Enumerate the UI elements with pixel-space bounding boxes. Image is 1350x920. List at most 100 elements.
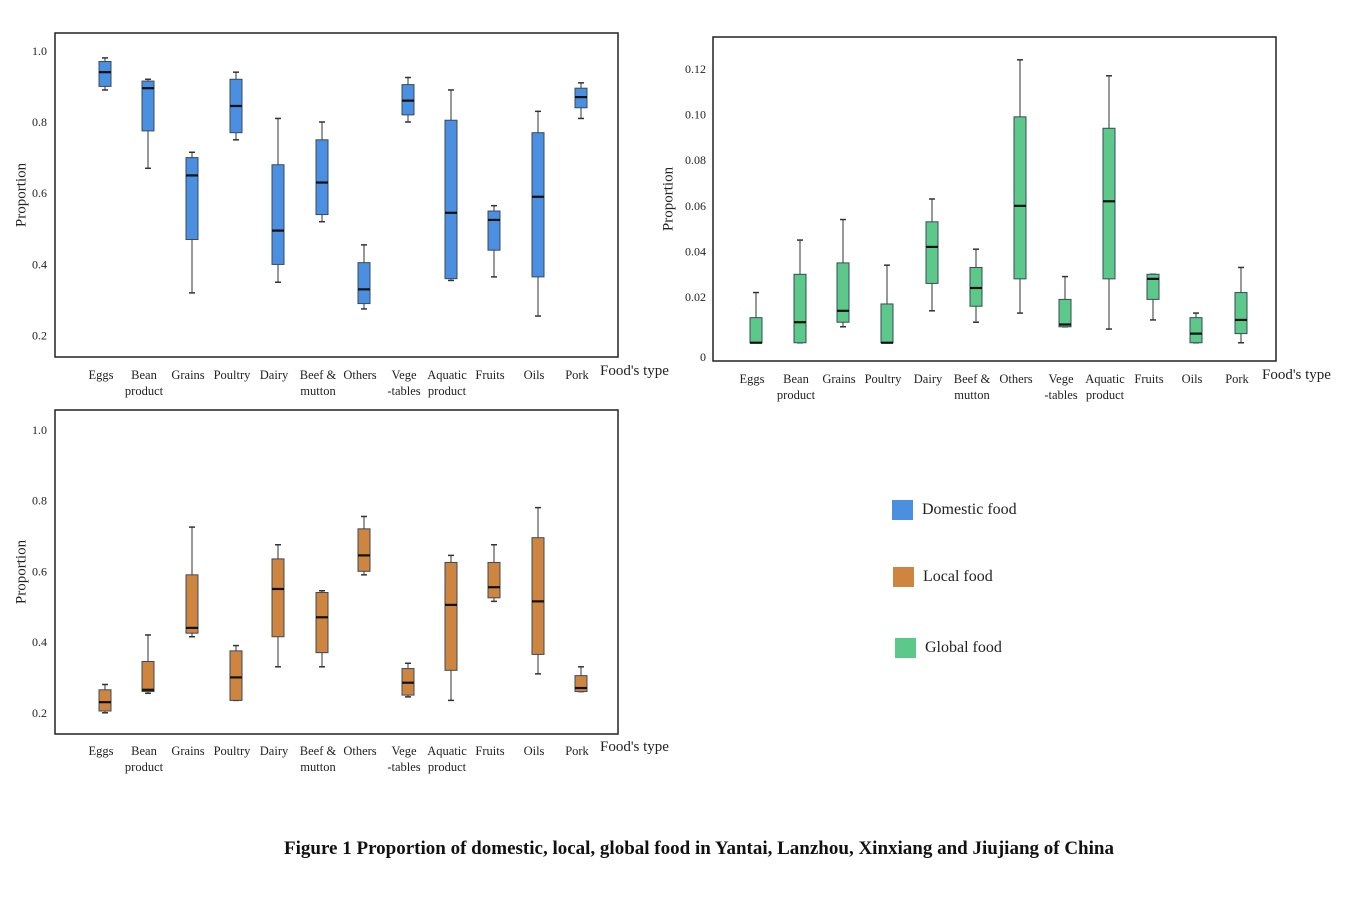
box-undefined xyxy=(1146,273,1160,300)
x-tick-label: Pork xyxy=(565,744,589,758)
x-tick-label: Beef & xyxy=(954,372,991,386)
x-tick-label: Beef & xyxy=(300,744,337,758)
y-tick-label: 1.0 xyxy=(32,423,47,437)
x-tick-label: product xyxy=(1086,388,1125,402)
y-axis-label: Proportion xyxy=(13,162,29,227)
y-tick-label: 0.8 xyxy=(32,494,47,508)
x-tick-label: Pork xyxy=(1225,372,1249,386)
x-axis-label: Food's type xyxy=(600,363,669,379)
x-tick-label: Aquatic xyxy=(1085,372,1125,386)
box-undefined xyxy=(98,60,112,87)
x-tick-label: -tables xyxy=(1044,388,1077,402)
x-tick-label: Bean xyxy=(783,372,809,386)
y-axis-label: Proportion xyxy=(660,166,676,231)
x-axis-label: Food's type xyxy=(600,739,669,755)
x-tick-label: product xyxy=(428,760,467,774)
box-undefined xyxy=(185,157,199,241)
box-undefined xyxy=(880,303,894,344)
box-undefined xyxy=(1013,116,1027,280)
box-undefined xyxy=(357,262,371,305)
box-undefined xyxy=(444,119,458,280)
legend-label: Domestic food xyxy=(922,501,1017,518)
x-tick-label: Others xyxy=(343,744,376,758)
box-undefined xyxy=(793,273,807,344)
x-tick-label: product xyxy=(125,760,164,774)
x-tick-label: product xyxy=(777,388,816,402)
legend-swatch-domestic xyxy=(892,500,913,520)
y-tick-label: 0.04 xyxy=(685,244,706,258)
box-undefined xyxy=(487,210,501,251)
box-undefined xyxy=(925,221,939,284)
x-tick-label: Dairy xyxy=(260,368,289,382)
x-tick-label: Fruits xyxy=(1134,372,1163,386)
x-tick-label: Others xyxy=(999,372,1032,386)
box-undefined xyxy=(271,164,285,265)
y-axis-label: Proportion xyxy=(13,539,29,604)
box-undefined xyxy=(315,592,329,654)
plot-frame xyxy=(54,32,619,358)
box-undefined xyxy=(357,528,371,572)
x-tick-label: mutton xyxy=(300,760,336,774)
y-tick-label: 0.2 xyxy=(32,706,47,720)
x-tick-label: mutton xyxy=(954,388,990,402)
x-tick-label: Fruits xyxy=(475,744,504,758)
box-undefined xyxy=(749,317,763,344)
box-undefined xyxy=(531,132,545,278)
box-undefined xyxy=(574,675,588,693)
y-tick-label: 0.4 xyxy=(32,257,47,271)
x-tick-label: Eggs xyxy=(740,372,765,386)
box-undefined xyxy=(444,561,458,671)
box-undefined xyxy=(141,660,155,693)
x-tick-label: Bean xyxy=(131,744,157,758)
legend-item-local: Local food xyxy=(893,567,993,587)
x-tick-label: Eggs xyxy=(89,744,114,758)
y-tick-label: 0.8 xyxy=(32,115,47,129)
plot-frame xyxy=(54,409,619,735)
x-tick-label: Vege xyxy=(1049,372,1074,386)
box-undefined xyxy=(185,574,199,634)
y-tick-label: 0.2 xyxy=(32,329,47,343)
y-tick-label: 0.06 xyxy=(685,199,706,213)
x-tick-label: Aquatic xyxy=(427,368,467,382)
x-tick-label: Vege xyxy=(392,744,417,758)
x-tick-label: Poultry xyxy=(214,368,252,382)
x-tick-label: Beef & xyxy=(300,368,337,382)
box-undefined xyxy=(229,650,243,701)
plot-frame xyxy=(712,36,1277,362)
y-tick-label: 0.4 xyxy=(32,635,47,649)
x-tick-label: Oils xyxy=(1182,372,1203,386)
y-tick-label: 0.08 xyxy=(685,153,706,167)
x-axis-label: Food's type xyxy=(1262,367,1331,383)
x-tick-label: Pork xyxy=(565,368,589,382)
box-undefined xyxy=(531,537,545,655)
x-tick-label: product xyxy=(428,384,467,398)
x-tick-label: Oils xyxy=(524,368,545,382)
x-tick-label: product xyxy=(125,384,164,398)
x-tick-label: Others xyxy=(343,368,376,382)
x-tick-label: Grains xyxy=(171,744,204,758)
x-tick-label: Poultry xyxy=(865,372,903,386)
x-tick-label: Eggs xyxy=(89,368,114,382)
x-tick-label: Fruits xyxy=(475,368,504,382)
box-undefined xyxy=(969,266,983,307)
box-undefined xyxy=(315,139,329,216)
x-tick-label: mutton xyxy=(300,384,336,398)
legend-label: Global food xyxy=(925,639,1002,656)
y-tick-label: 0 xyxy=(700,350,706,364)
box-undefined xyxy=(1189,317,1203,344)
figure-caption: Figure 1 Proportion of domestic, local, … xyxy=(284,838,1114,859)
legend-swatch-global xyxy=(895,638,916,658)
box-undefined xyxy=(98,689,112,712)
y-tick-label: 1.0 xyxy=(32,44,47,58)
y-tick-label: 0.10 xyxy=(685,108,706,122)
x-tick-label: -tables xyxy=(387,384,420,398)
y-tick-label: 0.6 xyxy=(32,564,47,578)
y-tick-label: 0.12 xyxy=(685,62,706,76)
box-undefined xyxy=(1102,127,1116,280)
x-tick-label: Bean xyxy=(131,368,157,382)
legend-label: Local food xyxy=(923,568,993,585)
x-tick-label: Grains xyxy=(822,372,855,386)
box-undefined xyxy=(836,262,850,323)
legend-swatch-local xyxy=(893,567,914,587)
